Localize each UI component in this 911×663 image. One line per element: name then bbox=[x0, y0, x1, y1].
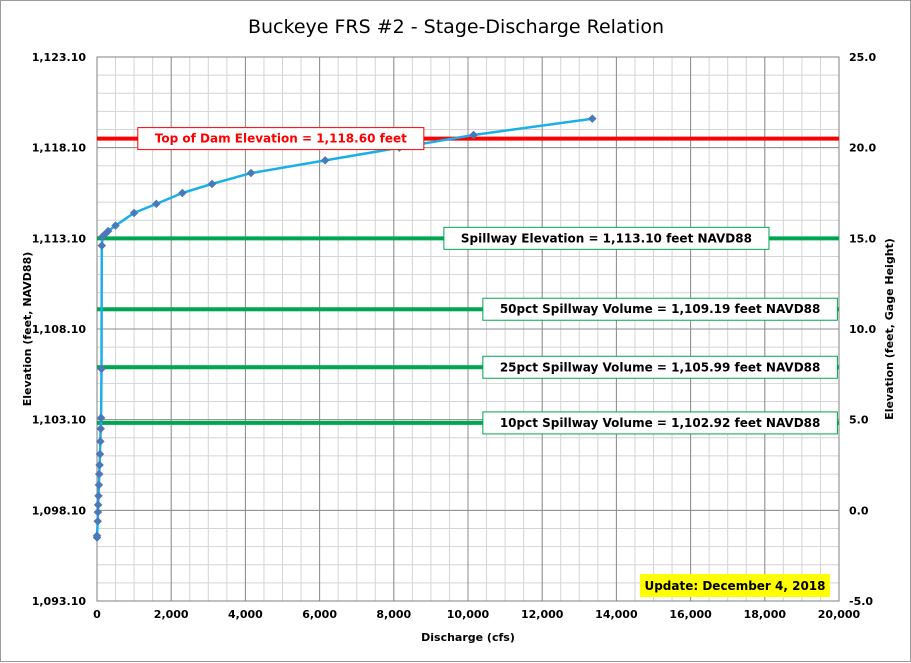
reference-label-text: Spillway Elevation = 1,113.10 feet NAVD8… bbox=[461, 231, 752, 245]
data-point bbox=[320, 156, 330, 165]
reference-label: 25pct Spillway Volume = 1,105.99 feet NA… bbox=[482, 355, 838, 379]
update-note-background bbox=[640, 574, 830, 597]
data-point bbox=[94, 491, 103, 501]
y-right-tick-label: 15.0 bbox=[849, 232, 876, 245]
x-tick-label: 12,000 bbox=[521, 608, 564, 621]
reference-label-box bbox=[137, 127, 425, 151]
reference-label: Top of Dam Elevation = 1,118.60 feet bbox=[137, 127, 425, 151]
reference-label-text: 50pct Spillway Volume = 1,109.19 feet NA… bbox=[500, 302, 821, 316]
data-point bbox=[246, 168, 256, 178]
reference-label-text: 25pct Spillway Volume = 1,105.99 feet NA… bbox=[500, 360, 821, 374]
x-tick-label: 0 bbox=[93, 608, 101, 621]
data-point bbox=[129, 208, 139, 218]
x-axis-ticks: 0 2,000 4,000 6,000 8,000 10,000 12,000 14,000 1… bbox=[93, 608, 860, 621]
y-right-tick-label: 20.0 bbox=[849, 142, 876, 155]
reference-label-text: Top of Dam Elevation = 1,118.60 feet bbox=[155, 132, 407, 146]
data-point bbox=[93, 500, 103, 510]
y-left-tick-label: 1,123.10 bbox=[32, 51, 87, 64]
x-tick-label: 14,000 bbox=[595, 608, 638, 621]
y-right-tick-label: 0.0 bbox=[849, 504, 869, 517]
reference-label-box bbox=[443, 226, 770, 250]
y-right-tick-label: 25.0 bbox=[849, 51, 876, 64]
data-point bbox=[587, 114, 597, 124]
y-left-tick-label: 1,118.10 bbox=[32, 142, 87, 155]
data-point bbox=[93, 516, 103, 526]
series-line bbox=[95, 117, 593, 538]
y-right-tick-label: -5.0 bbox=[849, 595, 873, 608]
data-point bbox=[111, 221, 120, 230]
update-note-text: Update: December 4, 2018 bbox=[644, 579, 825, 593]
data-point bbox=[152, 199, 161, 209]
y-left-tick-label: 1,113.10 bbox=[32, 232, 87, 245]
x-axis-title: Discharge (cfs) bbox=[421, 631, 515, 644]
data-series bbox=[92, 114, 597, 542]
update-note: Update: December 4, 2018 bbox=[640, 574, 830, 597]
y-left-tick-label: 1,108.10 bbox=[32, 323, 87, 336]
y-right-tick-label: 5.0 bbox=[849, 414, 869, 427]
reference-label: Spillway Elevation = 1,113.10 feet NAVD8… bbox=[443, 226, 770, 250]
data-point bbox=[96, 413, 106, 423]
y-left-tick-label: 1,093.10 bbox=[32, 595, 87, 608]
data-point bbox=[92, 531, 102, 541]
x-tick-label: 16,000 bbox=[669, 608, 712, 621]
y-left-axis-ticks: 1,093.10 1,098.10 1,103.10 1,108.10 1,113.10… bbox=[32, 51, 87, 608]
data-point bbox=[93, 507, 103, 517]
y-left-axis-title: Elevation (feet, NAVD88) bbox=[21, 252, 34, 407]
x-tick-label: 10,000 bbox=[447, 608, 490, 621]
data-point bbox=[96, 424, 106, 434]
data-point bbox=[177, 188, 187, 198]
x-tick-label: 8,000 bbox=[376, 608, 411, 621]
y-right-axis-ticks: -5.0 0.0 5.0 10.0 15.0 20.0 25.0 bbox=[849, 51, 876, 608]
reference-label-text: 10pct Spillway Volume = 1,102.92 feet NA… bbox=[500, 416, 821, 430]
data-point bbox=[95, 460, 104, 470]
y-right-axis-title: Elevation (feet, Gage Height) bbox=[883, 238, 896, 420]
chart-title: Buckeye FRS #2 - Stage-Discharge Relatio… bbox=[248, 16, 664, 38]
data-point bbox=[103, 226, 113, 236]
data-point bbox=[207, 179, 217, 189]
x-tick-label: 2,000 bbox=[154, 608, 189, 621]
data-point bbox=[95, 437, 105, 446]
data-point bbox=[97, 241, 107, 250]
y-left-tick-label: 1,103.10 bbox=[32, 414, 87, 427]
x-tick-label: 4,000 bbox=[228, 608, 263, 621]
data-point bbox=[95, 449, 105, 459]
reference-label: 50pct Spillway Volume = 1,109.19 feet NA… bbox=[482, 297, 838, 321]
data-point bbox=[97, 364, 106, 374]
reference-label-box bbox=[482, 411, 838, 435]
reference-label-box bbox=[482, 297, 838, 321]
plot-border bbox=[96, 56, 840, 602]
data-point bbox=[94, 469, 104, 479]
x-tick-label: 18,000 bbox=[744, 608, 787, 621]
reference-label: 10pct Spillway Volume = 1,102.92 feet NA… bbox=[482, 411, 838, 435]
reference-labels: Top of Dam Elevation = 1,118.60 feet Spil… bbox=[137, 127, 838, 435]
data-point bbox=[94, 480, 104, 490]
y-right-tick-label: 10.0 bbox=[849, 323, 876, 336]
data-point bbox=[469, 130, 478, 140]
x-tick-label: 6,000 bbox=[302, 608, 337, 621]
reference-label-box bbox=[482, 355, 838, 379]
y-left-tick-label: 1,098.10 bbox=[32, 504, 87, 517]
x-tick-label: 20,000 bbox=[818, 608, 861, 621]
